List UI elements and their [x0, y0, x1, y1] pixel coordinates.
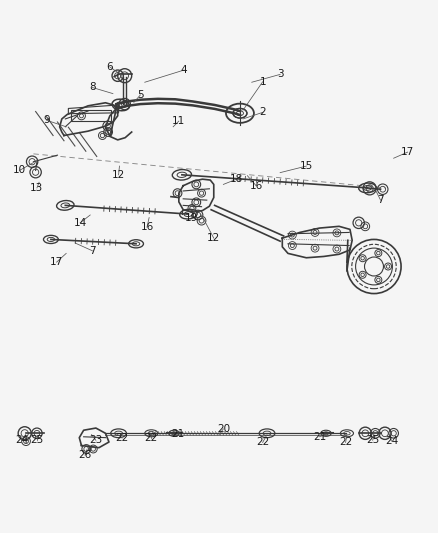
Text: 15: 15 [300, 161, 313, 171]
Text: 16: 16 [250, 181, 263, 191]
Text: 7: 7 [89, 246, 95, 256]
Text: 26: 26 [78, 450, 92, 460]
Text: 1: 1 [259, 77, 266, 87]
Text: 10: 10 [13, 165, 26, 175]
Text: 13: 13 [30, 183, 43, 193]
Text: 23: 23 [89, 435, 102, 445]
Bar [71, 110, 111, 120]
Text: 22: 22 [145, 433, 158, 443]
Text: 21: 21 [313, 432, 326, 442]
Text: 22: 22 [339, 438, 352, 448]
Text: 22: 22 [256, 438, 269, 448]
Text: 11: 11 [172, 116, 185, 126]
Text: 19: 19 [185, 213, 198, 223]
Text: 2: 2 [259, 107, 266, 117]
Text: 22: 22 [116, 433, 129, 443]
Text: 14: 14 [74, 218, 87, 228]
Text: 25: 25 [30, 435, 43, 445]
Text: 18: 18 [230, 174, 243, 184]
Text: 12: 12 [112, 170, 125, 180]
Text: 17: 17 [401, 147, 414, 157]
Text: 17: 17 [50, 257, 63, 267]
Text: 6: 6 [106, 62, 113, 72]
Text: 24: 24 [15, 435, 28, 445]
Text: 8: 8 [89, 83, 95, 93]
Text: 24: 24 [385, 436, 398, 446]
Text: 16: 16 [140, 222, 154, 232]
Text: 21: 21 [171, 429, 184, 439]
Text: 4: 4 [181, 65, 187, 75]
Text: 9: 9 [43, 115, 50, 125]
Text: 7: 7 [377, 195, 384, 205]
Text: 25: 25 [366, 435, 379, 445]
Text: 20: 20 [217, 424, 230, 434]
Text: 5: 5 [137, 90, 144, 100]
Text: 3: 3 [277, 69, 283, 79]
Text: 12: 12 [207, 233, 220, 243]
